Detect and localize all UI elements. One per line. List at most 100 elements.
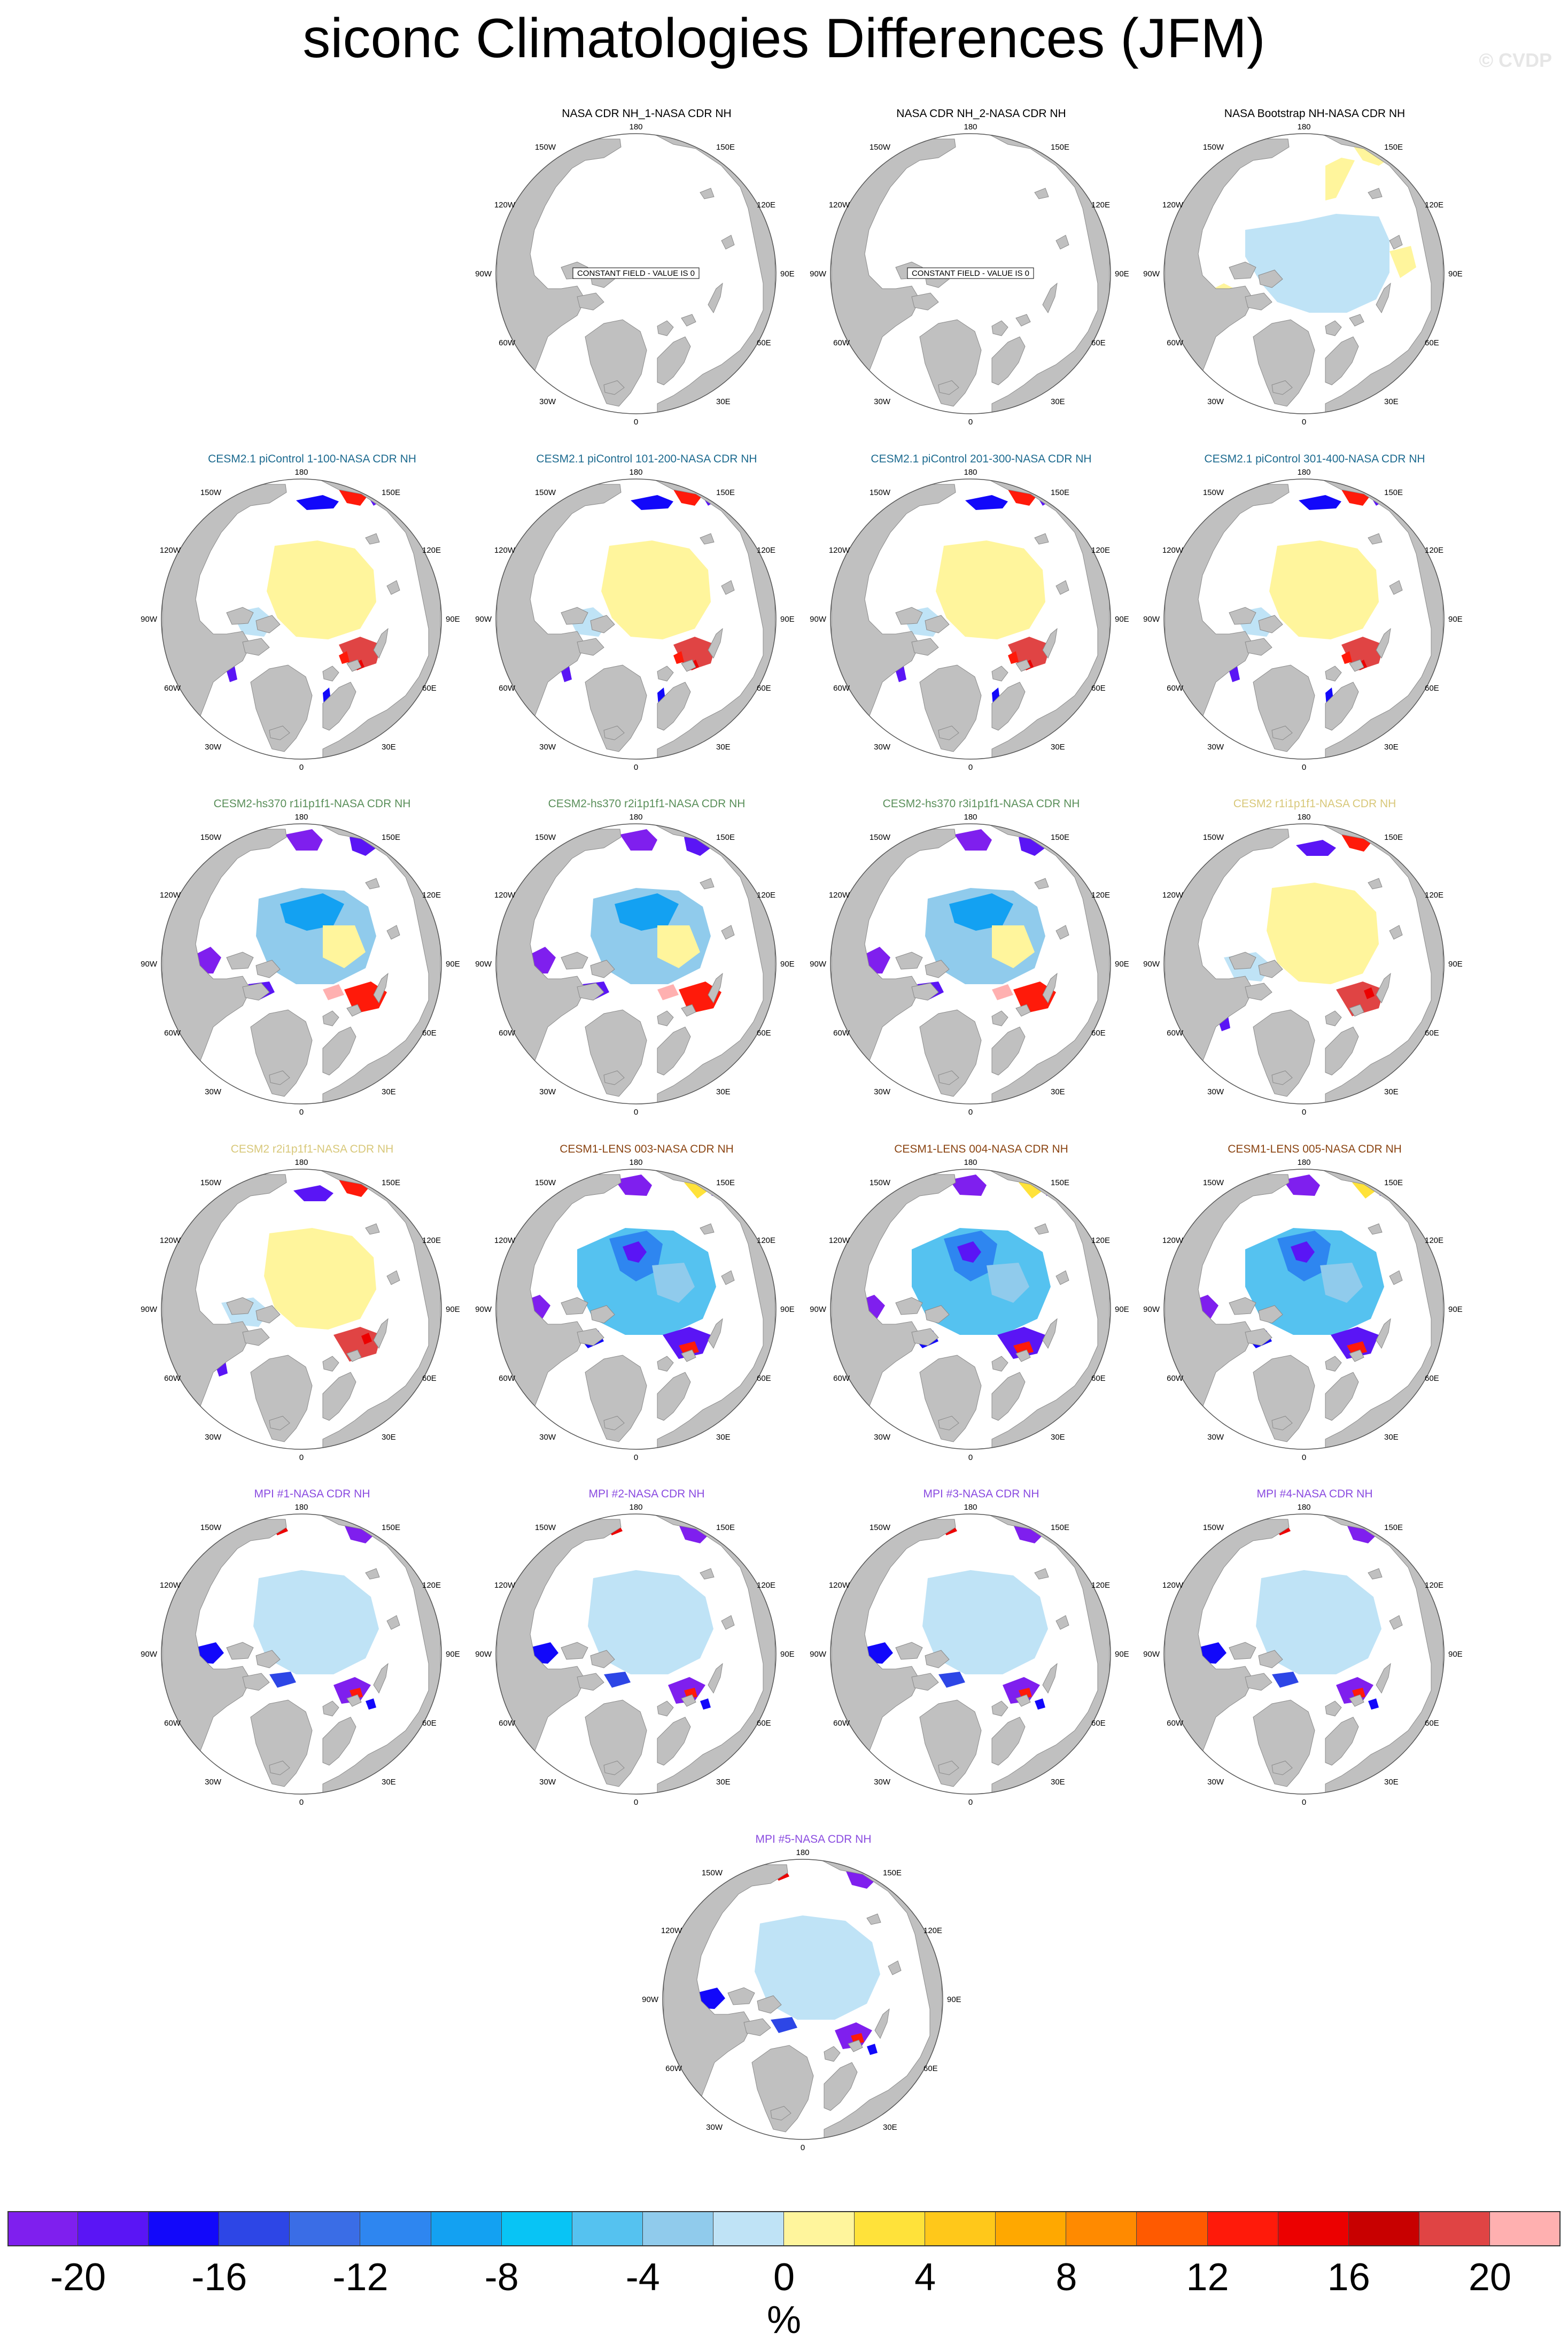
ice-anomaly-patch — [227, 666, 237, 682]
longitude-label: 120E — [1425, 891, 1443, 900]
colorbar-tick-label: 0 — [773, 2256, 795, 2299]
longitude-label: 150W — [535, 1523, 556, 1532]
land-mass — [603, 1070, 625, 1085]
land-mass — [590, 960, 615, 978]
longitude-label: 120W — [494, 1236, 516, 1245]
longitude-label: 150W — [870, 1523, 891, 1532]
land-mass — [1349, 1349, 1364, 1362]
colorbar-swatch — [360, 2211, 431, 2246]
longitude-label: 120E — [1091, 546, 1110, 555]
land-mass — [386, 925, 400, 940]
longitude-label: 60W — [499, 338, 516, 347]
longitude-label: 90E — [780, 1650, 795, 1659]
longitude-label: 0 — [634, 1108, 638, 1117]
map-border — [830, 133, 1111, 414]
land-mass — [365, 1568, 380, 1580]
longitude-label: 90W — [810, 1305, 827, 1314]
longitude-label: 0 — [634, 418, 638, 427]
map-panel: NASA Bootstrap NH-NASA CDR NH 180 0 150W 150… — [1143, 107, 1486, 449]
longitude-label: 150W — [200, 1178, 222, 1187]
land-mass — [657, 682, 691, 731]
land-mass — [919, 1009, 982, 1097]
colorbar-swatch — [78, 2211, 149, 2246]
ice-anomaly-patch — [787, 1937, 813, 1953]
polar-map: 180 0 150W 150E 120W 120E 90W 90E 60W 60E 30W 30E — [1143, 1503, 1463, 1807]
longitude-label: 90W — [810, 615, 827, 624]
land-mass — [1055, 580, 1069, 595]
land-mass — [1349, 659, 1364, 672]
longitude-label: 150W — [200, 833, 222, 842]
land-mass — [991, 1026, 1026, 1076]
longitude-label: 120W — [829, 546, 850, 555]
longitude-label: 30E — [1051, 1087, 1065, 1096]
colorbar-tick-label: -16 — [191, 2256, 247, 2299]
longitude-label: 120W — [829, 1236, 850, 1245]
polar-map: 180 0 150W 150E 120W 120E 90W 90E 60W 60E 30W 30E — [810, 468, 1129, 772]
land-mass — [242, 1328, 270, 1346]
ice-anomaly-patch — [588, 1570, 713, 1674]
land-mass — [657, 1717, 691, 1766]
ice-anomaly-patch — [657, 925, 700, 968]
map-panel: MPI #5-NASA CDR NH 180 0 150W 150E 120W 120E 90… — [642, 1833, 984, 2175]
land-mass — [1245, 1673, 1272, 1691]
land-mass — [603, 1416, 625, 1431]
ice-anomaly-patch — [663, 1327, 711, 1359]
longitude-label: 0 — [968, 1798, 973, 1807]
panel-title: NASA CDR NH_1-NASA CDR NH — [562, 107, 732, 120]
longitude-label: 30W — [1207, 397, 1224, 406]
colorbar — [7, 2211, 1561, 2246]
ice-anomaly-patch — [615, 893, 679, 931]
longitude-label: 30W — [539, 397, 556, 406]
land-mass — [1253, 1699, 1315, 1787]
land-mass — [1055, 235, 1069, 250]
land-mass — [346, 659, 362, 672]
land-mass — [162, 1174, 287, 1449]
colorbar-swatch — [925, 2211, 996, 2246]
map-border — [1163, 1169, 1445, 1450]
land-mass — [663, 1864, 788, 2139]
land-mass — [1325, 320, 1342, 336]
ice-anomaly-patch — [280, 893, 344, 931]
longitude-label: 90W — [475, 269, 492, 279]
ice-anomaly-patch — [949, 1174, 987, 1196]
longitude-label: 180 — [294, 813, 308, 822]
ice-anomaly-patch — [1269, 540, 1379, 639]
longitude-label: 60W — [499, 1029, 516, 1038]
colorbar-tick-label: -8 — [484, 2256, 519, 2299]
longitude-label: 60E — [1091, 684, 1106, 693]
land-mass — [657, 666, 674, 682]
longitude-label: 180 — [294, 468, 308, 477]
land-mass — [1325, 336, 1359, 385]
longitude-label: 90W — [475, 615, 492, 624]
land-mass — [322, 1701, 339, 1717]
longitude-label: 60E — [1091, 1029, 1106, 1038]
longitude-label: 150E — [1051, 1178, 1069, 1187]
longitude-label: 90W — [810, 960, 827, 969]
land-mass — [1325, 682, 1359, 731]
ice-anomaly-patch — [755, 1915, 880, 2020]
longitude-label: 60E — [1425, 1029, 1439, 1038]
land-mass — [322, 1026, 356, 1076]
land-mass — [561, 607, 588, 625]
land-mass — [1034, 1568, 1049, 1580]
ice-anomaly-patch — [912, 1228, 1051, 1335]
longitude-label: 30E — [382, 743, 396, 752]
land-mass — [585, 1355, 647, 1442]
land-mass — [1229, 261, 1256, 280]
ice-anomaly-patch — [620, 829, 657, 851]
land-mass — [1165, 1519, 1290, 1794]
land-mass — [1368, 188, 1383, 199]
longitude-label: 60E — [757, 1029, 771, 1038]
longitude-label: 30W — [874, 1433, 891, 1442]
polar-map: 180 0 150W 150E 120W 120E 90W 90E 60W 60E 30W 30E — [475, 468, 795, 772]
map-border — [495, 1513, 777, 1795]
panel-title: CESM2-hs370 r3i1p1f1-NASA CDR NH — [882, 798, 1080, 810]
land-mass — [708, 628, 723, 659]
land-mass — [577, 983, 604, 1001]
longitude-label: 180 — [1297, 813, 1310, 822]
longitude-label: 90W — [642, 1995, 659, 2004]
colorbar-swatch — [855, 2211, 926, 2246]
land-mass — [1389, 925, 1403, 940]
longitude-label: 60W — [499, 684, 516, 693]
ice-anomaly-patch — [1267, 883, 1379, 984]
